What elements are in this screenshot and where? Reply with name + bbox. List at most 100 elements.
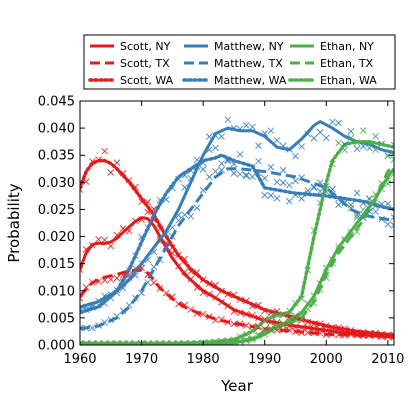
marker-ethan-tx-2005 <box>353 228 361 236</box>
legend-item-scott-wa: Scott, WA <box>88 74 174 87</box>
legend-item-matthew-ny: Matthew, NY <box>184 40 284 53</box>
marker-scott-ny-1990 <box>261 316 269 323</box>
marker-ethan-wa-2003 <box>341 146 349 154</box>
marker-ethan-tx-1995 <box>292 316 299 324</box>
marker-matthew-tx-1975 <box>168 233 176 240</box>
marker-scott-ny-1984 <box>224 302 232 310</box>
marker-ethan-wa-1974 <box>162 339 170 345</box>
marker-ethan-tx-1962 <box>88 341 96 345</box>
marker-matthew-wa-1963 <box>95 301 102 309</box>
legend: Scott, NY Scott, TX Scott, WA Matthew, NY Ma… <box>83 34 396 90</box>
marker-scott-tx-1998 <box>310 329 318 337</box>
marker-scott-wa-1997 <box>304 318 312 326</box>
marker-matthew-wa-1971 <box>144 224 152 231</box>
marker-scott-ny-1995 <box>292 323 299 331</box>
y-axis-label: Probability <box>5 183 23 262</box>
marker-matthew-ny-1994 <box>285 146 293 153</box>
y-tick-label-0.040: 0.040 <box>38 122 75 137</box>
marker-ethan-wa-1991 <box>267 313 275 320</box>
y-tick-label-0.035: 0.035 <box>38 149 75 164</box>
marker-matthew-wa-1991 <box>267 192 275 199</box>
marker-ethan-wa-1967 <box>119 340 127 345</box>
marker-ethan-tx-2001 <box>329 256 336 263</box>
marker-matthew-ny-1991 <box>267 127 275 135</box>
marker-matthew-wa-1965 <box>107 294 115 302</box>
marker-scott-wa-2007 <box>366 329 373 337</box>
y-tick-label-0.020: 0.020 <box>38 230 75 245</box>
marker-scott-wa-1984 <box>224 291 232 298</box>
marker-scott-wa-1971 <box>144 198 152 206</box>
legend-label-ethan-wa: Ethan, WA <box>320 74 377 87</box>
legend-box <box>83 34 396 90</box>
marker-scott-wa-1960 <box>80 186 84 194</box>
marker-ethan-wa-1975 <box>168 339 176 345</box>
marker-scott-wa-2000 <box>322 322 330 330</box>
marker-matthew-ny-1985 <box>230 124 238 132</box>
marker-ethan-wa-1999 <box>316 199 324 207</box>
marker-matthew-ny-1967 <box>119 284 127 292</box>
marker-matthew-ny-1986 <box>236 125 244 133</box>
marker-matthew-tx-1991 <box>267 163 275 171</box>
marker-scott-ny-1967 <box>119 225 127 232</box>
marker-scott-wa-1982 <box>212 281 219 289</box>
marker-scott-tx-2008 <box>372 332 379 339</box>
marker-matthew-ny-1977 <box>181 184 189 191</box>
marker-ethan-wa-1960 <box>80 340 84 345</box>
marker-ethan-wa-1962 <box>88 339 96 345</box>
marker-scott-wa-2006 <box>359 329 367 336</box>
marker-scott-tx-2000 <box>322 331 330 339</box>
marker-scott-tx-1976 <box>175 300 182 308</box>
marker-scott-tx-1975 <box>168 293 176 301</box>
marker-ethan-tx-1997 <box>304 305 312 313</box>
marker-ethan-ny-1997 <box>304 300 312 307</box>
marker-ethan-tx-2003 <box>341 237 349 244</box>
marker-ethan-wa-1986 <box>236 333 244 341</box>
marker-matthew-ny-1962 <box>88 301 96 309</box>
marker-matthew-tx-1965 <box>107 316 115 324</box>
marker-ethan-tx-1988 <box>249 334 256 342</box>
marker-scott-tx-1989 <box>255 324 262 331</box>
y-tick-label-0.015: 0.015 <box>38 257 75 272</box>
marker-matthew-wa-2006 <box>359 199 367 207</box>
marker-matthew-ny-1971 <box>144 256 152 264</box>
marker-matthew-tx-1977 <box>181 211 189 219</box>
marker-scott-tx-2007 <box>366 332 373 339</box>
marker-matthew-wa-1967 <box>119 278 127 286</box>
marker-matthew-wa-1984 <box>224 157 232 165</box>
marker-matthew-tx-2000 <box>322 182 330 190</box>
x-axis-label: Year <box>220 377 254 395</box>
marker-scott-wa-1987 <box>242 297 250 305</box>
marker-matthew-tx-1971 <box>144 279 152 286</box>
marker-ethan-ny-2002 <box>335 243 342 250</box>
marker-scott-wa-1998 <box>310 320 318 328</box>
marker-ethan-wa-1998 <box>310 227 318 234</box>
marker-matthew-tx-2005 <box>353 211 361 219</box>
marker-matthew-ny-1961 <box>82 303 90 311</box>
legend-item-scott-ny: Scott, NY <box>90 40 171 53</box>
marker-matthew-wa-1972 <box>150 211 158 219</box>
marker-ethan-ny-2009 <box>378 180 386 187</box>
marker-matthew-wa-2000 <box>322 188 330 196</box>
marker-scott-ny-1989 <box>255 314 262 322</box>
legend-label-ethan-tx: Ethan, TX <box>320 57 374 70</box>
marker-ethan-wa-1985 <box>230 336 238 343</box>
marker-ethan-wa-1989 <box>255 322 262 330</box>
marker-matthew-wa-2004 <box>347 204 355 212</box>
marker-scott-tx-1974 <box>162 289 170 297</box>
marker-ethan-tx-1996 <box>298 315 306 322</box>
marker-matthew-tx-1976 <box>175 216 182 224</box>
marker-scott-tx-1972 <box>150 279 158 287</box>
marker-ethan-tx-1987 <box>242 336 250 344</box>
marker-scott-ny-1973 <box>156 237 164 245</box>
marker-matthew-ny-1978 <box>187 174 195 182</box>
marker-scott-ny-1976 <box>175 262 182 270</box>
marker-ethan-wa-1987 <box>242 330 250 338</box>
marker-ethan-tx-1965 <box>107 341 115 345</box>
marker-scott-ny-1987 <box>242 310 250 318</box>
marker-matthew-wa-1983 <box>218 160 225 167</box>
marker-scott-ny-1964 <box>101 236 108 244</box>
marker-matthew-wa-1994 <box>285 197 293 205</box>
series-line-ethan-tx <box>80 164 394 345</box>
marker-matthew-wa-1969 <box>132 252 139 260</box>
